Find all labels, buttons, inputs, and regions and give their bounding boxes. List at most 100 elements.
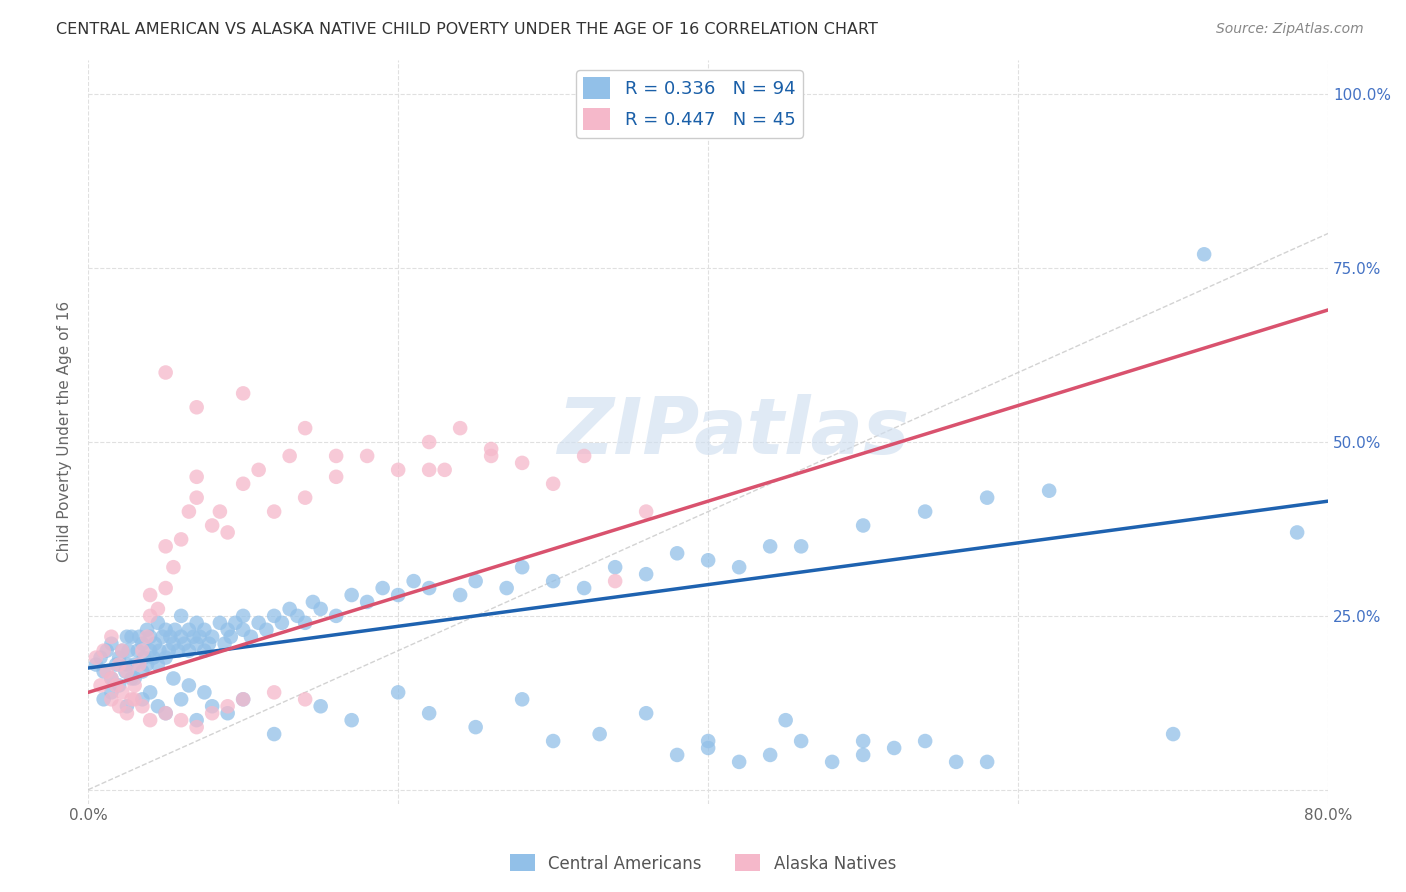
Point bbox=[387, 463, 409, 477]
Point bbox=[139, 713, 162, 727]
Point bbox=[100, 692, 122, 706]
Point bbox=[541, 574, 564, 588]
Point bbox=[208, 615, 231, 630]
Point bbox=[108, 650, 131, 665]
Point bbox=[510, 560, 533, 574]
Point bbox=[852, 734, 875, 748]
Point bbox=[449, 421, 471, 435]
Point bbox=[131, 665, 153, 679]
Point bbox=[186, 470, 208, 484]
Point bbox=[914, 505, 936, 519]
Point bbox=[136, 630, 159, 644]
Point bbox=[247, 463, 270, 477]
Point bbox=[214, 637, 236, 651]
Point bbox=[186, 401, 208, 415]
Point bbox=[136, 623, 159, 637]
Point bbox=[1192, 247, 1215, 261]
Point bbox=[263, 505, 285, 519]
Point bbox=[636, 706, 658, 721]
Point bbox=[418, 463, 440, 477]
Point bbox=[541, 734, 564, 748]
Point bbox=[167, 643, 190, 657]
Point bbox=[666, 546, 689, 560]
Point bbox=[697, 553, 720, 567]
Point bbox=[217, 623, 239, 637]
Point bbox=[340, 713, 363, 727]
Point bbox=[139, 643, 162, 657]
Point bbox=[605, 560, 627, 574]
Point bbox=[697, 734, 720, 748]
Point bbox=[371, 581, 394, 595]
Point bbox=[115, 706, 138, 721]
Point bbox=[433, 463, 456, 477]
Point bbox=[117, 643, 139, 657]
Point bbox=[232, 623, 254, 637]
Point bbox=[449, 588, 471, 602]
Point bbox=[115, 665, 138, 679]
Point bbox=[541, 476, 564, 491]
Point bbox=[636, 505, 658, 519]
Point bbox=[217, 706, 239, 721]
Point bbox=[93, 692, 115, 706]
Point bbox=[464, 574, 486, 588]
Point bbox=[162, 672, 184, 686]
Point bbox=[155, 539, 177, 553]
Point bbox=[208, 505, 231, 519]
Point bbox=[136, 657, 159, 672]
Point bbox=[155, 366, 177, 380]
Point bbox=[239, 630, 262, 644]
Point bbox=[666, 747, 689, 762]
Point bbox=[728, 755, 751, 769]
Point bbox=[155, 706, 177, 721]
Point bbox=[1038, 483, 1060, 498]
Point bbox=[232, 608, 254, 623]
Point bbox=[232, 692, 254, 706]
Point bbox=[232, 692, 254, 706]
Point bbox=[131, 643, 153, 657]
Point bbox=[124, 672, 146, 686]
Point bbox=[100, 685, 122, 699]
Point bbox=[914, 734, 936, 748]
Point bbox=[139, 588, 162, 602]
Point bbox=[139, 608, 162, 623]
Point bbox=[340, 588, 363, 602]
Point bbox=[127, 643, 149, 657]
Point bbox=[96, 643, 118, 657]
Point bbox=[263, 608, 285, 623]
Point bbox=[232, 476, 254, 491]
Point bbox=[572, 449, 595, 463]
Point bbox=[402, 574, 425, 588]
Point bbox=[605, 574, 627, 588]
Point bbox=[356, 595, 378, 609]
Point bbox=[177, 623, 200, 637]
Point bbox=[155, 623, 177, 637]
Point bbox=[131, 692, 153, 706]
Point bbox=[201, 518, 224, 533]
Point bbox=[111, 685, 134, 699]
Point bbox=[325, 608, 347, 623]
Point bbox=[325, 449, 347, 463]
Point bbox=[201, 706, 224, 721]
Point bbox=[198, 637, 221, 651]
Point bbox=[254, 623, 277, 637]
Point bbox=[177, 505, 200, 519]
Y-axis label: Child Poverty Under the Age of 16: Child Poverty Under the Age of 16 bbox=[58, 301, 72, 562]
Point bbox=[128, 630, 150, 644]
Point bbox=[115, 630, 138, 644]
Point bbox=[201, 699, 224, 714]
Point bbox=[143, 637, 166, 651]
Point bbox=[976, 491, 998, 505]
Point bbox=[510, 456, 533, 470]
Point bbox=[270, 615, 292, 630]
Point bbox=[217, 525, 239, 540]
Point bbox=[146, 615, 169, 630]
Point bbox=[108, 699, 131, 714]
Point bbox=[728, 560, 751, 574]
Point bbox=[232, 386, 254, 401]
Point bbox=[287, 608, 309, 623]
Point bbox=[124, 692, 146, 706]
Text: CENTRAL AMERICAN VS ALASKA NATIVE CHILD POVERTY UNDER THE AGE OF 16 CORRELATION : CENTRAL AMERICAN VS ALASKA NATIVE CHILD … bbox=[56, 22, 879, 37]
Point bbox=[883, 741, 905, 756]
Point bbox=[177, 678, 200, 692]
Point bbox=[186, 615, 208, 630]
